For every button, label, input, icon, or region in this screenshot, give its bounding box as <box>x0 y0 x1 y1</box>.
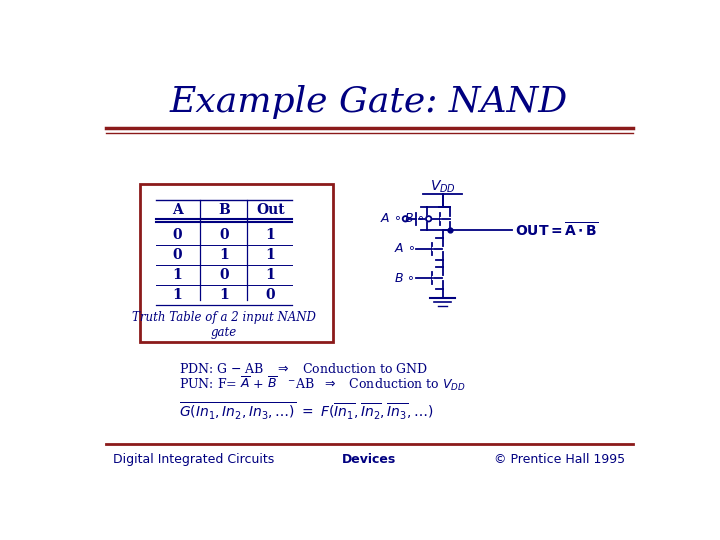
Text: Digital Integrated Circuits: Digital Integrated Circuits <box>113 453 274 465</box>
Text: 0: 0 <box>173 248 182 262</box>
Text: © Prentice Hall 1995: © Prentice Hall 1995 <box>494 453 625 465</box>
Text: 1: 1 <box>266 248 276 262</box>
Text: 1: 1 <box>266 268 276 282</box>
Text: 1: 1 <box>266 228 276 242</box>
Text: Truth Table of a 2 input NAND
gate: Truth Table of a 2 input NAND gate <box>132 311 316 339</box>
Text: $A$ $\circ$: $A$ $\circ$ <box>394 242 415 255</box>
Text: $B$ $\circ$: $B$ $\circ$ <box>404 212 424 225</box>
Text: 0: 0 <box>173 228 182 242</box>
Text: $\overline{G(In_1, In_2, In_3, \ldots)}$$\ =\ F(\overline{In_1}, \overline{In_2}: $\overline{G(In_1, In_2, In_3, \ldots)}$… <box>179 401 433 422</box>
Text: 0: 0 <box>220 228 229 242</box>
Text: 1: 1 <box>173 288 182 302</box>
Text: Devices: Devices <box>342 453 396 465</box>
Text: 0: 0 <box>266 288 275 302</box>
Text: 0: 0 <box>220 268 229 282</box>
Text: Out: Out <box>256 202 285 217</box>
Text: $\mathbf{OUT = \overline{A \bullet B}}$: $\mathbf{OUT = \overline{A \bullet B}}$ <box>515 221 598 240</box>
Text: PDN: G $-$ AB   $\Rightarrow$   Conduction to GND: PDN: G $-$ AB $\Rightarrow$ Conduction t… <box>179 362 428 376</box>
Circle shape <box>426 216 431 221</box>
Text: 1: 1 <box>173 268 182 282</box>
Text: Example Gate: NAND: Example Gate: NAND <box>170 85 568 119</box>
Text: PUN: F= $\overline{A}$ $+$ $\overline{B}$   $^{-}$AB  $\Rightarrow$   Conduction: PUN: F= $\overline{A}$ $+$ $\overline{B}… <box>179 375 466 394</box>
Circle shape <box>402 216 408 221</box>
Text: $B$ $\circ$: $B$ $\circ$ <box>395 272 415 285</box>
FancyBboxPatch shape <box>140 184 333 342</box>
Text: A: A <box>172 202 183 217</box>
Text: 1: 1 <box>219 288 229 302</box>
Text: 1: 1 <box>219 248 229 262</box>
Text: $A$ $\circ$: $A$ $\circ$ <box>380 212 401 225</box>
Text: $V_{DD}$: $V_{DD}$ <box>430 178 456 194</box>
Text: B: B <box>218 202 230 217</box>
